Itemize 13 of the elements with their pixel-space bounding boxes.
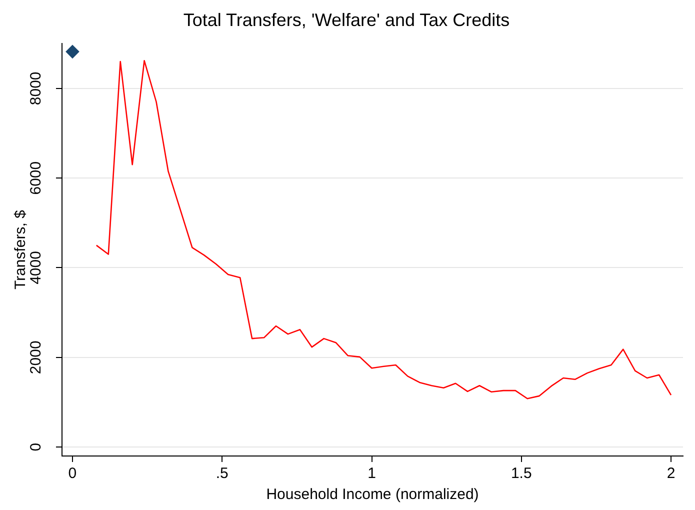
y-tick-label: 6000 <box>27 161 44 195</box>
x-tick-label: .5 <box>216 465 228 482</box>
y-tick-label: 0 <box>27 442 44 452</box>
chart-title: Total Transfers, 'Welfare' and Tax Credits <box>183 10 510 30</box>
y-tick-label: 4000 <box>27 251 44 284</box>
x-tick-label: 1 <box>368 465 376 482</box>
y-axis-title: Transfers, $ <box>12 209 30 290</box>
x-tick-label: 0 <box>68 465 77 482</box>
y-tick-label: 2000 <box>27 340 44 374</box>
x-axis-title: Household Income (normalized) <box>266 486 479 504</box>
y-tick-label: 8000 <box>27 72 44 106</box>
x-tick-label: 1.5 <box>510 465 532 482</box>
x-tick-label: 2 <box>666 465 676 482</box>
